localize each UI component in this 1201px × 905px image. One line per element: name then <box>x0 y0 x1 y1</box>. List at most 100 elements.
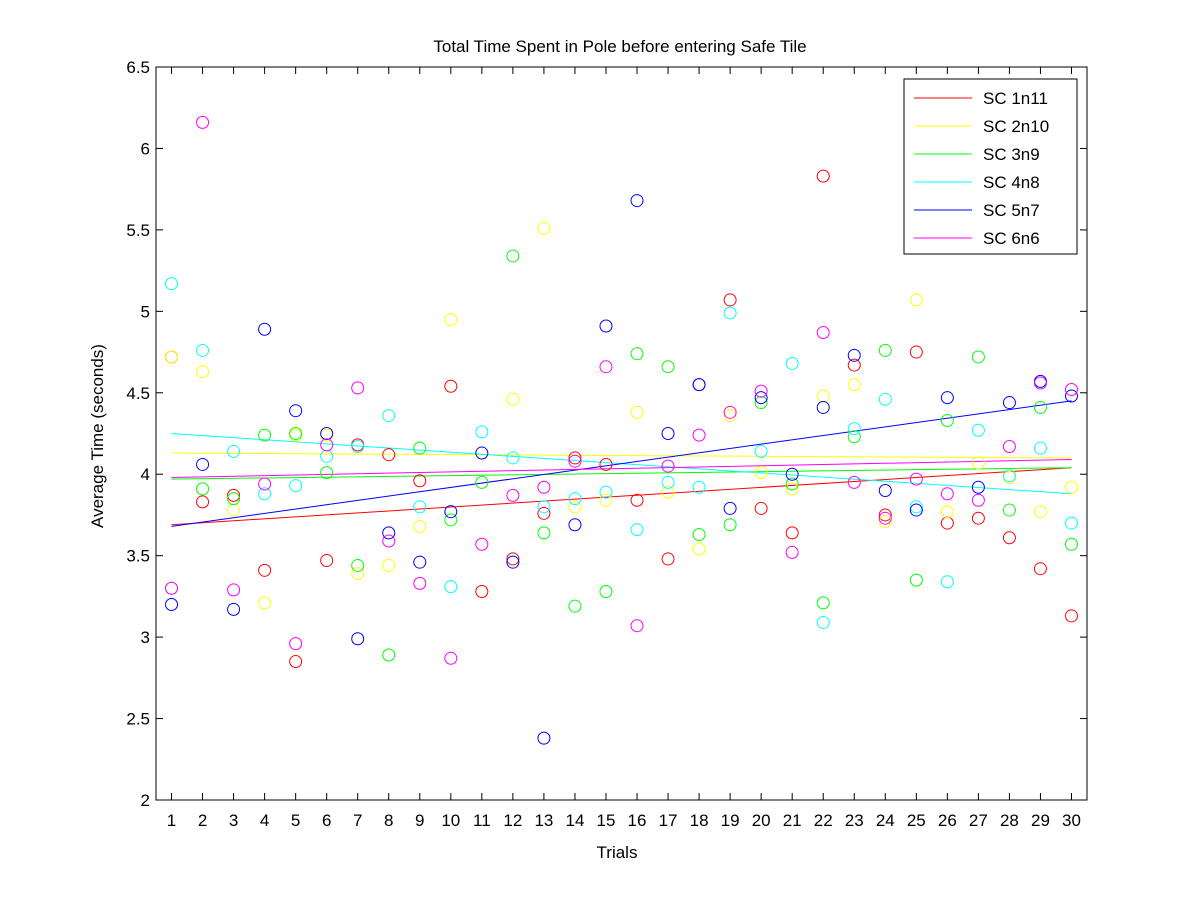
x-axis-label: Trials <box>597 843 638 862</box>
data-point-sc-5n7 <box>537 731 551 745</box>
data-point-sc-3n9 <box>413 441 427 455</box>
y-tick-label: 2 <box>141 791 150 810</box>
data-point-sc-2n10 <box>909 293 923 307</box>
data-point-sc-5n7 <box>444 505 458 519</box>
data-point-sc-2n10 <box>630 405 644 419</box>
data-point-sc-4n8 <box>382 409 396 423</box>
data-point-sc-6n6 <box>537 480 551 494</box>
data-point-sc-6n6 <box>289 637 303 651</box>
data-point-sc-6n6 <box>723 405 737 419</box>
x-tick-label: 21 <box>783 811 802 830</box>
data-point-sc-4n8 <box>165 277 179 291</box>
x-tick-label: 12 <box>503 811 522 830</box>
legend-box <box>903 78 1078 255</box>
data-point-sc-4n8 <box>971 423 985 437</box>
data-point-sc-4n8 <box>258 487 272 501</box>
data-point-sc-3n9 <box>630 347 644 361</box>
data-point-sc-3n9 <box>878 343 892 357</box>
data-point-sc-2n10 <box>661 485 675 499</box>
data-point-sc-4n8 <box>351 440 365 454</box>
data-point-sc-1n11 <box>847 358 861 372</box>
data-point-sc-3n9 <box>847 430 861 444</box>
data-point-sc-1n11 <box>878 508 892 522</box>
data-point-sc-4n8 <box>599 485 613 499</box>
data-point-sc-5n7 <box>909 503 923 517</box>
y-axis-label: Average Time (seconds) <box>88 344 107 528</box>
data-point-sc-2n10 <box>196 365 210 379</box>
x-tick-label: 24 <box>876 811 895 830</box>
data-point-sc-5n7 <box>785 467 799 481</box>
data-point-sc-4n8 <box>723 306 737 320</box>
axis-labels: 1 2 3 4 5 6 7 8 9 10 11 12 13 14 15 16 17 18 19 20 21 22 23 24 2… <box>126 58 1081 830</box>
data-point-sc-6n6 <box>909 472 923 486</box>
x-tick-label: 26 <box>938 811 957 830</box>
data-point-sc-2n10 <box>599 493 613 507</box>
data-point-sc-1n11 <box>444 379 458 393</box>
data-point-sc-5n7 <box>630 194 644 208</box>
data-point-sc-2n10 <box>537 221 551 235</box>
data-point-sc-6n6 <box>847 475 861 489</box>
data-point-sc-1n11 <box>630 493 644 507</box>
x-tick-label: 25 <box>907 811 926 830</box>
data-point-sc-3n9 <box>506 249 520 263</box>
data-point-sc-3n9 <box>1033 400 1047 414</box>
data-point-sc-6n6 <box>413 576 427 590</box>
data-point-sc-5n7 <box>940 391 954 405</box>
data-point-sc-3n9 <box>475 475 489 489</box>
data-point-sc-5n7 <box>196 457 210 471</box>
data-point-sc-4n8 <box>1064 516 1078 530</box>
data-points <box>165 115 1078 745</box>
data-point-sc-1n11 <box>506 552 520 566</box>
data-point-sc-1n11 <box>258 563 272 577</box>
data-point-sc-6n6 <box>506 488 520 502</box>
data-point-sc-3n9 <box>258 428 272 442</box>
data-point-sc-1n11 <box>971 511 985 525</box>
x-tick-label: 3 <box>229 811 238 830</box>
data-point-sc-1n11 <box>568 451 582 465</box>
data-point-sc-4n8 <box>413 500 427 514</box>
data-point-sc-2n10 <box>227 503 241 517</box>
data-point-sc-2n10 <box>258 596 272 610</box>
data-point-sc-3n9 <box>754 396 768 410</box>
data-point-sc-2n10 <box>1064 480 1078 494</box>
data-point-sc-1n11 <box>909 345 923 359</box>
data-point-sc-4n8 <box>196 343 210 357</box>
data-point-sc-4n8 <box>475 425 489 439</box>
data-point-sc-3n9 <box>227 492 241 506</box>
data-point-sc-3n9 <box>971 350 985 364</box>
data-point-sc-6n6 <box>444 651 458 665</box>
data-point-sc-2n10 <box>723 409 737 423</box>
data-point-sc-2n10 <box>971 456 985 470</box>
data-point-sc-6n6 <box>630 619 644 633</box>
data-point-sc-6n6 <box>382 534 396 548</box>
trend-line-sc-5n7 <box>171 400 1072 527</box>
y-tick-label: 4.5 <box>126 384 150 403</box>
data-point-sc-4n8 <box>661 475 675 489</box>
chart-title: Total Time Spent in Pole before entering… <box>433 37 806 56</box>
data-point-sc-5n7 <box>320 427 334 440</box>
data-point-sc-1n11 <box>196 495 210 509</box>
x-tick-label: 11 <box>473 811 491 830</box>
data-point-sc-4n8 <box>227 444 241 458</box>
data-point-sc-5n7 <box>165 598 179 612</box>
axis-ticks <box>156 66 1087 801</box>
legend-label: SC 4n8 <box>983 173 1040 192</box>
data-point-sc-3n9 <box>320 466 334 480</box>
data-point-sc-3n9 <box>1002 503 1016 517</box>
x-tick-label: 16 <box>628 811 647 830</box>
data-point-sc-5n7 <box>568 518 582 532</box>
data-point-sc-3n9 <box>816 596 830 610</box>
x-tick-label: 30 <box>1062 811 1081 830</box>
data-point-sc-6n6 <box>351 381 365 395</box>
trend-lines <box>171 400 1072 527</box>
data-point-sc-2n10 <box>568 500 582 514</box>
data-point-sc-2n10 <box>351 567 365 581</box>
data-point-sc-6n6 <box>1002 440 1016 454</box>
data-point-sc-4n8 <box>444 580 458 594</box>
data-point-sc-6n6 <box>227 583 241 597</box>
data-point-sc-4n8 <box>785 356 799 370</box>
data-point-sc-6n6 <box>599 360 613 374</box>
legend-label: SC 5n7 <box>983 201 1040 220</box>
data-point-sc-5n7 <box>413 555 427 569</box>
